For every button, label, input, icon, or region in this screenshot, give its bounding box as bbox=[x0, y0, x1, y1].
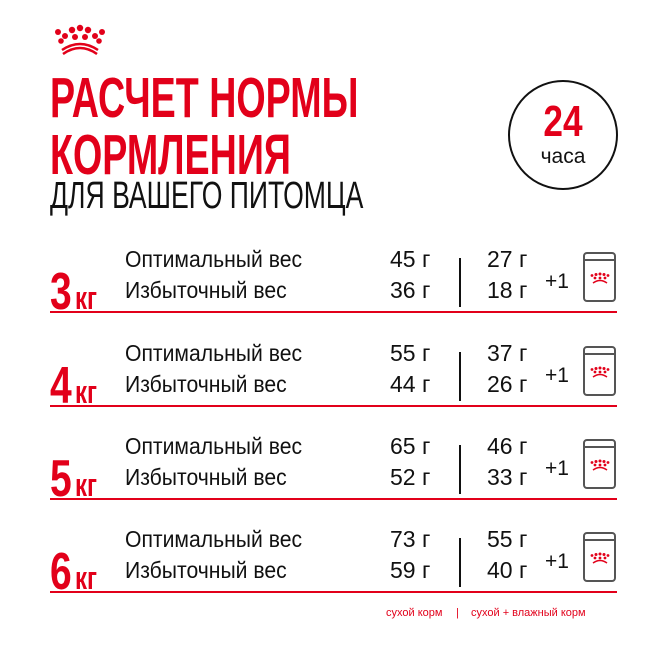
hours-number: 24 bbox=[543, 97, 583, 146]
overweight-dry-amount: 36 г bbox=[390, 277, 431, 303]
plus-pouch-count: +1 bbox=[545, 364, 569, 387]
column-divider bbox=[459, 538, 461, 587]
overweight-label: Избыточный вес bbox=[125, 557, 287, 583]
crown-logo-icon bbox=[55, 24, 105, 56]
weight-row: 5 кг Оптимальный вес Избыточный вес 65 г… bbox=[50, 431, 617, 524]
weight-unit: кг bbox=[75, 560, 98, 596]
optimal-mix-amount: 37 г bbox=[487, 340, 528, 366]
optimal-mix-amount: 46 г bbox=[487, 433, 528, 459]
weight-unit: кг bbox=[75, 374, 98, 410]
row-divider-line bbox=[50, 498, 617, 500]
weight-row: 3 кг Оптимальный вес Избыточный вес 45 г… bbox=[50, 244, 617, 337]
legend-separator: | bbox=[456, 607, 459, 619]
optimal-mix-amount: 55 г bbox=[487, 526, 528, 552]
overweight-label: Избыточный вес bbox=[125, 371, 287, 397]
wet-food-pouch-icon bbox=[583, 439, 616, 489]
overweight-mix-amount: 33 г bbox=[487, 464, 528, 490]
plus-pouch-count: +1 bbox=[545, 270, 569, 293]
wet-food-pouch-icon bbox=[583, 532, 616, 582]
overweight-label: Избыточный вес bbox=[125, 277, 287, 303]
overweight-mix-amount: 40 г bbox=[487, 557, 528, 583]
wet-food-pouch-icon bbox=[583, 252, 616, 302]
overweight-mix-amount: 18 г bbox=[487, 277, 528, 303]
wet-food-pouch-icon bbox=[583, 346, 616, 396]
weight-value: 3 bbox=[50, 263, 72, 321]
weight-label: 6 кг bbox=[50, 546, 97, 598]
overweight-mix-amount: 26 г bbox=[487, 371, 528, 397]
overweight-dry-amount: 52 г bbox=[390, 464, 431, 490]
hours-unit: часа bbox=[540, 145, 586, 168]
column-divider bbox=[459, 445, 461, 494]
optimal-dry-amount: 55 г bbox=[390, 340, 431, 366]
weight-row: 6 кг Оптимальный вес Избыточный вес 73 г… bbox=[50, 524, 617, 617]
optimal-weight-label: Оптимальный вес bbox=[125, 526, 303, 552]
legend-dry: сухой корм bbox=[386, 607, 443, 619]
overweight-label: Избыточный вес bbox=[125, 464, 287, 490]
row-divider-line bbox=[50, 591, 617, 593]
weight-label: 3 кг bbox=[50, 266, 97, 318]
optimal-weight-label: Оптимальный вес bbox=[125, 246, 303, 272]
weight-label: 5 кг bbox=[50, 453, 97, 505]
plus-pouch-count: +1 bbox=[545, 550, 569, 573]
weight-value: 5 bbox=[50, 450, 72, 508]
legend-mix: сухой + влажный корм bbox=[471, 607, 586, 619]
weight-label: 4 кг bbox=[50, 360, 97, 412]
title-line-1: РАСЧЕТ НОРМЫ bbox=[50, 66, 359, 130]
overweight-dry-amount: 44 г bbox=[390, 371, 431, 397]
row-divider-line bbox=[50, 311, 617, 313]
overweight-dry-amount: 59 г bbox=[390, 557, 431, 583]
weight-row: 4 кг Оптимальный вес Избыточный вес 55 г… bbox=[50, 338, 617, 431]
column-divider bbox=[459, 258, 461, 307]
row-divider-line bbox=[50, 405, 617, 407]
weight-unit: кг bbox=[75, 280, 98, 316]
column-divider bbox=[459, 352, 461, 401]
optimal-dry-amount: 65 г bbox=[390, 433, 431, 459]
weight-value: 4 bbox=[50, 357, 72, 415]
hours-badge: 24 часа bbox=[508, 80, 618, 190]
optimal-weight-label: Оптимальный вес bbox=[125, 433, 303, 459]
plus-pouch-count: +1 bbox=[545, 457, 569, 480]
weight-value: 6 bbox=[50, 543, 72, 601]
subtitle: ДЛЯ ВАШЕГО ПИТОМЦА bbox=[50, 175, 364, 217]
weight-unit: кг bbox=[75, 467, 98, 503]
title-line-2: КОРМЛЕНИЯ bbox=[50, 123, 291, 187]
optimal-dry-amount: 45 г bbox=[390, 246, 431, 272]
optimal-weight-label: Оптимальный вес bbox=[125, 340, 303, 366]
optimal-dry-amount: 73 г bbox=[390, 526, 431, 552]
optimal-mix-amount: 27 г bbox=[487, 246, 528, 272]
